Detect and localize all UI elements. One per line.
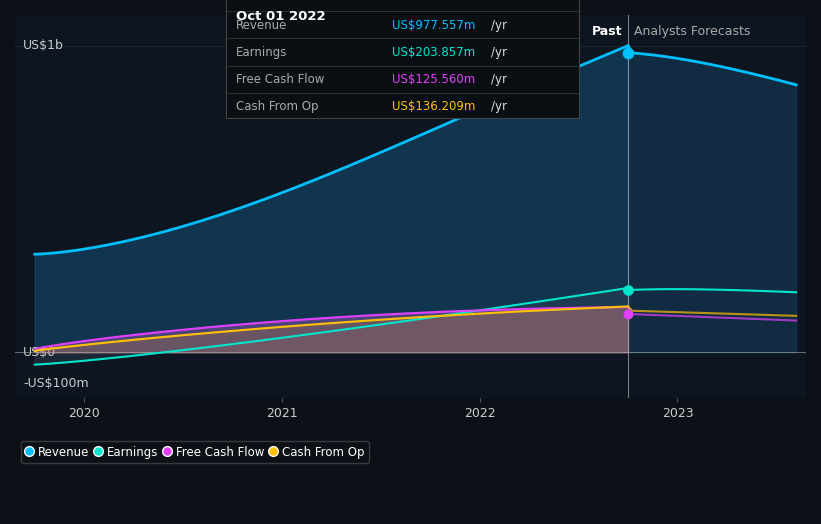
Text: US$136.209m: US$136.209m [392,100,475,113]
Text: Revenue: Revenue [236,19,287,32]
Text: /yr: /yr [491,46,507,59]
Text: US$203.857m: US$203.857m [392,46,475,59]
Text: /yr: /yr [491,19,507,32]
Text: US$977.557m: US$977.557m [392,19,475,32]
Point [621,286,635,294]
Text: Oct 01 2022: Oct 01 2022 [236,9,326,23]
Text: Earnings: Earnings [236,46,287,59]
Text: Free Cash Flow: Free Cash Flow [236,73,325,86]
Point [621,49,635,57]
Text: US$1b: US$1b [23,39,64,52]
Text: /yr: /yr [491,73,507,86]
Legend: Revenue, Earnings, Free Cash Flow, Cash From Op: Revenue, Earnings, Free Cash Flow, Cash … [21,441,369,463]
Text: -US$100m: -US$100m [23,377,89,389]
Text: /yr: /yr [491,100,507,113]
Text: Analysts Forecasts: Analysts Forecasts [634,25,750,38]
Point [621,310,635,318]
Text: US$0: US$0 [23,346,56,359]
Text: Past: Past [592,25,622,38]
Text: US$125.560m: US$125.560m [392,73,475,86]
Text: Cash From Op: Cash From Op [236,100,319,113]
